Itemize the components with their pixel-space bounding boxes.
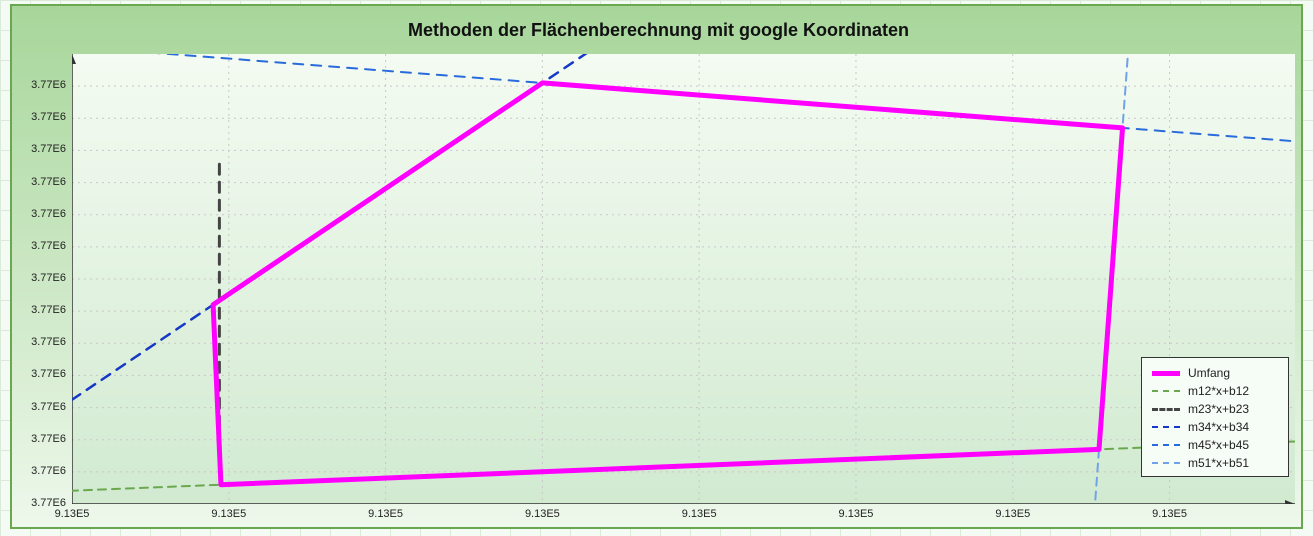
chart-outer: Methoden der Flächenberechnung mit googl…: [0, 0, 1313, 536]
legend-row-umfang: Umfang: [1152, 364, 1278, 382]
tick-label: 3.77E6: [31, 368, 66, 380]
legend-swatch-m51: [1152, 462, 1180, 464]
legend-row-m23: m23*x+b23: [1152, 400, 1278, 418]
tick-label: 3.77E6: [31, 79, 66, 91]
legend-label-m51: m51*x+b51: [1188, 456, 1249, 470]
tick-labels-layer: 3.77E6 3.77E6 3.77E6 3.77E6 3.77E6 3.77E6 3.77…: [12, 6, 1305, 531]
legend-swatch-m34: [1152, 426, 1180, 428]
tick-label: 9.13E5: [211, 508, 246, 520]
legend-label-m23: m23*x+b23: [1188, 402, 1249, 416]
legend-swatch-m12: [1152, 390, 1180, 392]
tick-label: 3.77E6: [31, 143, 66, 155]
tick-label: 3.77E6: [31, 208, 66, 220]
legend-row-m12: m12*x+b12: [1152, 382, 1278, 400]
tick-label: 3.77E6: [31, 433, 66, 445]
tick-label: 3.77E6: [31, 465, 66, 477]
legend-label-umfang: Umfang: [1188, 366, 1230, 380]
tick-label: 3.77E6: [31, 272, 66, 284]
tick-label: 9.13E5: [55, 508, 90, 520]
tick-label: 3.77E6: [31, 304, 66, 316]
legend-row-m34: m34*x+b34: [1152, 418, 1278, 436]
legend-label-m45: m45*x+b45: [1188, 438, 1249, 452]
tick-label: 3.77E6: [31, 336, 66, 348]
tick-label: 9.13E5: [525, 508, 560, 520]
tick-label: 9.13E5: [839, 508, 874, 520]
tick-label: 9.13E5: [1152, 508, 1187, 520]
chart-frame: Methoden der Flächenberechnung mit googl…: [10, 4, 1303, 529]
tick-label: 9.13E5: [682, 508, 717, 520]
legend-row-m45: m45*x+b45: [1152, 436, 1278, 454]
tick-label: 9.13E5: [995, 508, 1030, 520]
tick-label: 9.13E5: [368, 508, 403, 520]
tick-label: 3.77E6: [31, 176, 66, 188]
tick-label: 3.77E6: [31, 111, 66, 123]
legend-label-m12: m12*x+b12: [1188, 384, 1249, 398]
legend-row-m51: m51*x+b51: [1152, 454, 1278, 472]
legend-label-m34: m34*x+b34: [1188, 420, 1249, 434]
legend-swatch-m45: [1152, 444, 1180, 446]
tick-label: 3.77E6: [31, 401, 66, 413]
tick-label: 3.77E6: [31, 240, 66, 252]
legend: Umfang m12*x+b12 m23*x+b23 m34*x+b34 m45*x+b…: [1141, 357, 1289, 477]
legend-swatch-umfang: [1152, 371, 1180, 376]
legend-swatch-m23: [1152, 408, 1180, 411]
